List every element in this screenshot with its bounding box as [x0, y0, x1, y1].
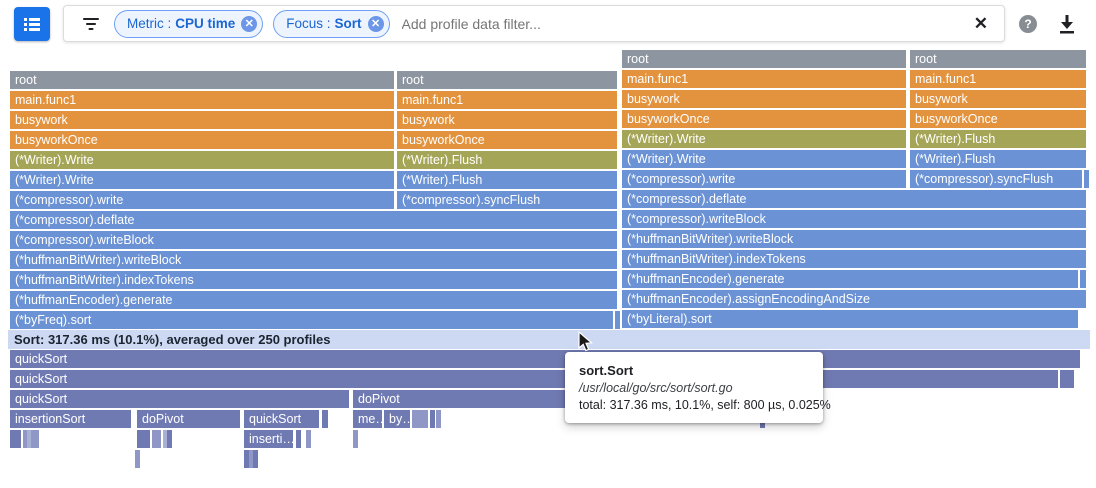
flame-frame[interactable]: quickSort	[10, 390, 349, 408]
flame-frame[interactable]: busywork	[397, 111, 617, 129]
flame-frame[interactable]: (*byLiteral).sort	[622, 310, 1078, 328]
flame-frame-sliver[interactable]	[353, 430, 358, 448]
flame-frame-sliver[interactable]	[253, 450, 258, 468]
flame-frame-sliver[interactable]	[296, 430, 301, 448]
filter-input[interactable]	[399, 14, 974, 33]
flame-frame[interactable]: main.func1	[910, 70, 1086, 88]
flame-frame[interactable]: (*Writer).Flush	[397, 171, 617, 189]
flame-frame-sliver[interactable]	[137, 430, 150, 448]
flame-frame[interactable]: (*Writer).Flush	[397, 151, 617, 169]
flame-frame-sliver[interactable]	[31, 430, 39, 448]
flame-frame[interactable]: (*compressor).syncFlush	[910, 170, 1082, 188]
flame-frame-sliver[interactable]	[10, 430, 21, 448]
clear-filters-icon[interactable]: ✕	[973, 13, 988, 33]
flame-frame[interactable]: busywork	[622, 90, 906, 108]
flame-frame[interactable]: (*huffmanEncoder).generate	[10, 291, 617, 309]
frame-tooltip: sort.Sort /usr/local/go/src/sort/sort.go…	[565, 352, 831, 423]
flame-frame-sliver[interactable]	[1080, 270, 1086, 288]
flame-frame-sliver[interactable]	[27, 430, 32, 448]
flame-frame-sliver[interactable]	[167, 430, 172, 448]
flame-frame[interactable]: busyworkOnce	[10, 131, 394, 149]
tooltip-function-name: sort.Sort	[579, 363, 634, 378]
tooltip-stats: total: 317.36 ms, 10.1%, self: 800 µs, 0…	[579, 398, 831, 412]
flame-frame-sliver[interactable]	[412, 410, 428, 428]
flame-frame[interactable]: (*compressor).write	[622, 170, 906, 188]
flame-frame[interactable]: root	[10, 71, 394, 89]
flame-frame[interactable]: (*Writer).Write	[622, 150, 906, 168]
chip-value: CPU time	[175, 16, 236, 31]
flame-frame-sliver[interactable]	[1084, 170, 1089, 188]
flame-frame-sliver[interactable]	[615, 311, 620, 329]
flame-frame[interactable]: me…	[353, 410, 382, 428]
flame-frame[interactable]: (*huffmanEncoder).assignEncodingAndSize	[622, 290, 1086, 308]
flame-frame[interactable]: (*compressor).deflate	[10, 211, 617, 229]
tooltip-source-path: /usr/local/go/src/sort/sort.go	[579, 381, 733, 395]
flame-frame[interactable]: (*compressor).write	[10, 191, 394, 209]
flame-frame[interactable]: quickSort	[244, 410, 319, 428]
flame-frame[interactable]: (*Writer).Write	[10, 151, 394, 169]
chip-close-icon[interactable]: ✕	[241, 15, 258, 32]
flame-frame-sliver[interactable]	[135, 450, 140, 468]
flame-frame[interactable]: busyworkOnce	[910, 110, 1086, 128]
flame-frame[interactable]: (*compressor).syncFlush	[397, 191, 617, 209]
flame-frame[interactable]: (*huffmanBitWriter).writeBlock	[622, 230, 1086, 248]
focused-frame-banner[interactable]: Sort: 317.36 ms (10.1%), averaged over 2…	[8, 330, 1090, 349]
filter-chip-focus[interactable]: Focus : Sort ✕	[273, 9, 390, 38]
flame-frame[interactable]: root	[622, 50, 906, 68]
flame-frame[interactable]: by…	[384, 410, 410, 428]
list-icon	[24, 18, 40, 31]
flame-frame[interactable]: main.func1	[10, 91, 394, 109]
flame-frame[interactable]: (*Writer).Flush	[910, 150, 1086, 168]
flame-frame[interactable]: busywork	[910, 90, 1086, 108]
flame-frame[interactable]: (*compressor).writeBlock	[10, 231, 617, 249]
flame-frame[interactable]: (*Writer).Write	[622, 130, 906, 148]
flame-frame[interactable]: (*huffmanEncoder).generate	[622, 270, 1078, 288]
flame-frame[interactable]: quickSort	[10, 370, 1058, 388]
flame-frame-sliver[interactable]	[322, 410, 328, 428]
flame-frame[interactable]: doPivot	[137, 410, 240, 428]
chip-close-icon[interactable]: ✕	[367, 15, 384, 32]
profile-list-button[interactable]	[14, 7, 50, 41]
flame-frame[interactable]: (*byFreq).sort	[10, 311, 613, 329]
flame-frame-sliver[interactable]	[23, 430, 28, 448]
flame-frame-sliver[interactable]	[436, 410, 441, 428]
flame-frame[interactable]: root	[910, 50, 1086, 68]
flame-frame[interactable]: (*huffmanBitWriter).indexTokens	[10, 271, 617, 289]
flame-frame-sliver[interactable]	[1060, 370, 1074, 388]
flame-frame[interactable]: busyworkOnce	[397, 131, 617, 149]
flame-frame-sliver[interactable]	[306, 430, 311, 448]
filter-bar[interactable]: Metric : CPU time ✕ Focus : Sort ✕ ✕	[63, 5, 1005, 42]
flame-frame[interactable]: (*huffmanBitWriter).indexTokens	[622, 250, 1086, 268]
filter-list-icon	[82, 17, 100, 31]
flame-frame[interactable]: (*Writer).Write	[10, 171, 394, 189]
flame-frame[interactable]: busywork	[10, 111, 394, 129]
flame-frame[interactable]: inserti…	[244, 430, 293, 448]
flame-frame[interactable]: main.func1	[622, 70, 906, 88]
flame-frame[interactable]: (*Writer).Flush	[910, 130, 1086, 148]
flame-frame-sliver[interactable]	[430, 410, 435, 428]
flame-frame[interactable]: insertionSort	[10, 410, 131, 428]
flame-frame-sliver[interactable]	[249, 450, 254, 468]
flame-frame[interactable]: busyworkOnce	[622, 110, 906, 128]
flame-frame[interactable]: (*compressor).deflate	[622, 190, 1086, 208]
flame-frame[interactable]: quickSort	[10, 350, 1080, 368]
flame-frame-sliver[interactable]	[152, 430, 161, 448]
chip-prefix: Metric :	[127, 16, 172, 31]
chip-prefix: Focus :	[286, 16, 331, 31]
chip-value: Sort	[334, 16, 362, 31]
flame-frame[interactable]: root	[397, 71, 617, 89]
flame-frame-sliver[interactable]	[163, 430, 168, 448]
flame-frame-sliver[interactable]	[244, 450, 249, 468]
flame-frame[interactable]: (*compressor).writeBlock	[622, 210, 1086, 228]
download-icon[interactable]	[1056, 12, 1078, 36]
flame-frame[interactable]: (*huffmanBitWriter).writeBlock	[10, 251, 617, 269]
toolbar: Metric : CPU time ✕ Focus : Sort ✕ ✕ ?	[0, 0, 1096, 48]
filter-chip-metric[interactable]: Metric : CPU time ✕	[114, 9, 264, 38]
flame-frame[interactable]: main.func1	[397, 91, 617, 109]
help-icon[interactable]: ?	[1019, 15, 1037, 33]
